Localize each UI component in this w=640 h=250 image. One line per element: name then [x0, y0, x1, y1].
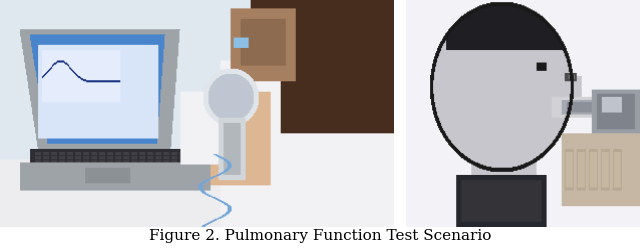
Text: Figure 2. Pulmonary Function Test Scenario: Figure 2. Pulmonary Function Test Scenar… — [149, 228, 491, 242]
